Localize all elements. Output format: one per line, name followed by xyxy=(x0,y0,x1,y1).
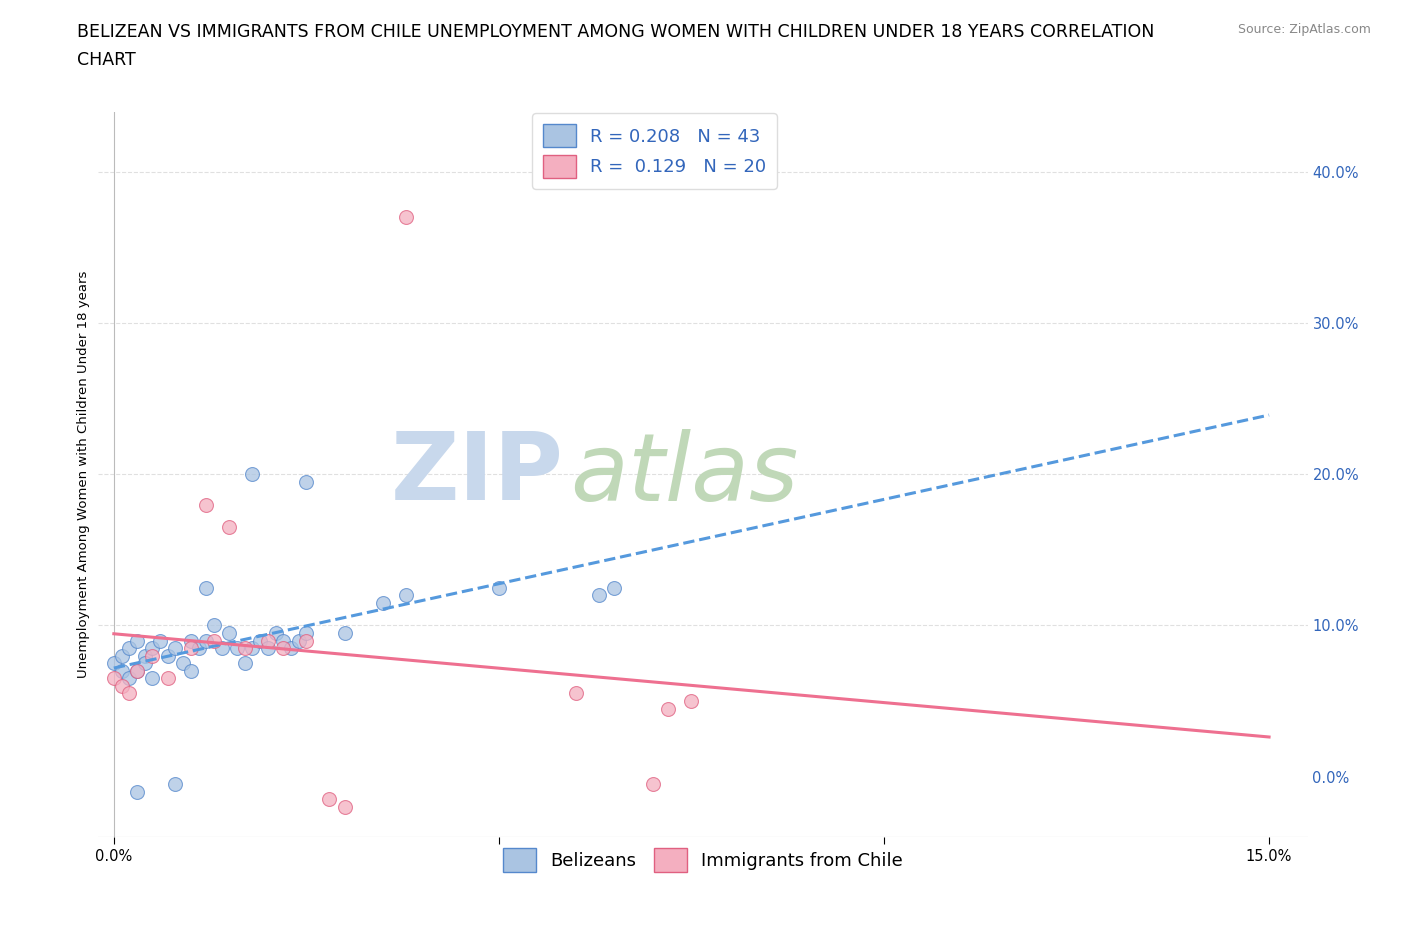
Point xyxy=(218,626,240,641)
Point xyxy=(141,641,163,656)
Point xyxy=(134,656,156,671)
Point xyxy=(318,791,340,806)
Point xyxy=(257,641,280,656)
Point xyxy=(565,686,588,701)
Point xyxy=(125,784,148,799)
Point xyxy=(110,648,132,663)
Point xyxy=(110,679,132,694)
Point xyxy=(103,671,125,685)
Point xyxy=(180,633,202,648)
Point xyxy=(395,588,418,603)
Point xyxy=(125,633,148,648)
Point xyxy=(195,498,218,512)
Point xyxy=(333,800,356,815)
Point xyxy=(202,633,225,648)
Point xyxy=(141,648,163,663)
Point xyxy=(180,641,202,656)
Text: Source: ZipAtlas.com: Source: ZipAtlas.com xyxy=(1237,23,1371,36)
Point xyxy=(641,777,664,791)
Point xyxy=(118,641,141,656)
Point xyxy=(295,626,318,641)
Point xyxy=(165,641,187,656)
Point xyxy=(218,520,240,535)
Point xyxy=(180,663,202,678)
Point xyxy=(110,663,132,678)
Point xyxy=(242,641,264,656)
Point xyxy=(195,580,218,595)
Point xyxy=(172,656,194,671)
Point xyxy=(149,633,172,648)
Point xyxy=(156,671,179,685)
Point xyxy=(287,633,309,648)
Point xyxy=(657,701,679,716)
Point xyxy=(488,580,510,595)
Point xyxy=(242,467,264,482)
Point xyxy=(156,648,179,663)
Point xyxy=(249,633,271,648)
Point xyxy=(603,580,626,595)
Point xyxy=(202,618,225,633)
Point xyxy=(295,474,318,489)
Point xyxy=(134,648,156,663)
Point xyxy=(233,656,256,671)
Point xyxy=(141,671,163,685)
Point xyxy=(681,694,703,709)
Point xyxy=(333,626,356,641)
Point xyxy=(195,633,218,648)
Point xyxy=(165,777,187,791)
Point xyxy=(373,595,395,610)
Point xyxy=(295,633,318,648)
Point xyxy=(187,641,209,656)
Point xyxy=(103,656,125,671)
Point xyxy=(280,641,302,656)
Point xyxy=(211,641,233,656)
Y-axis label: Unemployment Among Women with Children Under 18 years: Unemployment Among Women with Children U… xyxy=(77,271,90,678)
Text: CHART: CHART xyxy=(77,51,136,69)
Point xyxy=(264,626,287,641)
Text: atlas: atlas xyxy=(569,429,799,520)
Point xyxy=(588,588,610,603)
Point xyxy=(125,663,148,678)
Legend: Belizeans, Immigrants from Chile: Belizeans, Immigrants from Chile xyxy=(496,841,910,879)
Text: BELIZEAN VS IMMIGRANTS FROM CHILE UNEMPLOYMENT AMONG WOMEN WITH CHILDREN UNDER 1: BELIZEAN VS IMMIGRANTS FROM CHILE UNEMPL… xyxy=(77,23,1154,41)
Point xyxy=(271,641,294,656)
Point xyxy=(233,641,256,656)
Text: ZIP: ZIP xyxy=(391,429,564,520)
Point xyxy=(226,641,249,656)
Point xyxy=(271,633,294,648)
Point xyxy=(125,663,148,678)
Point xyxy=(257,633,280,648)
Point xyxy=(118,671,141,685)
Point xyxy=(118,686,141,701)
Point xyxy=(395,210,418,225)
